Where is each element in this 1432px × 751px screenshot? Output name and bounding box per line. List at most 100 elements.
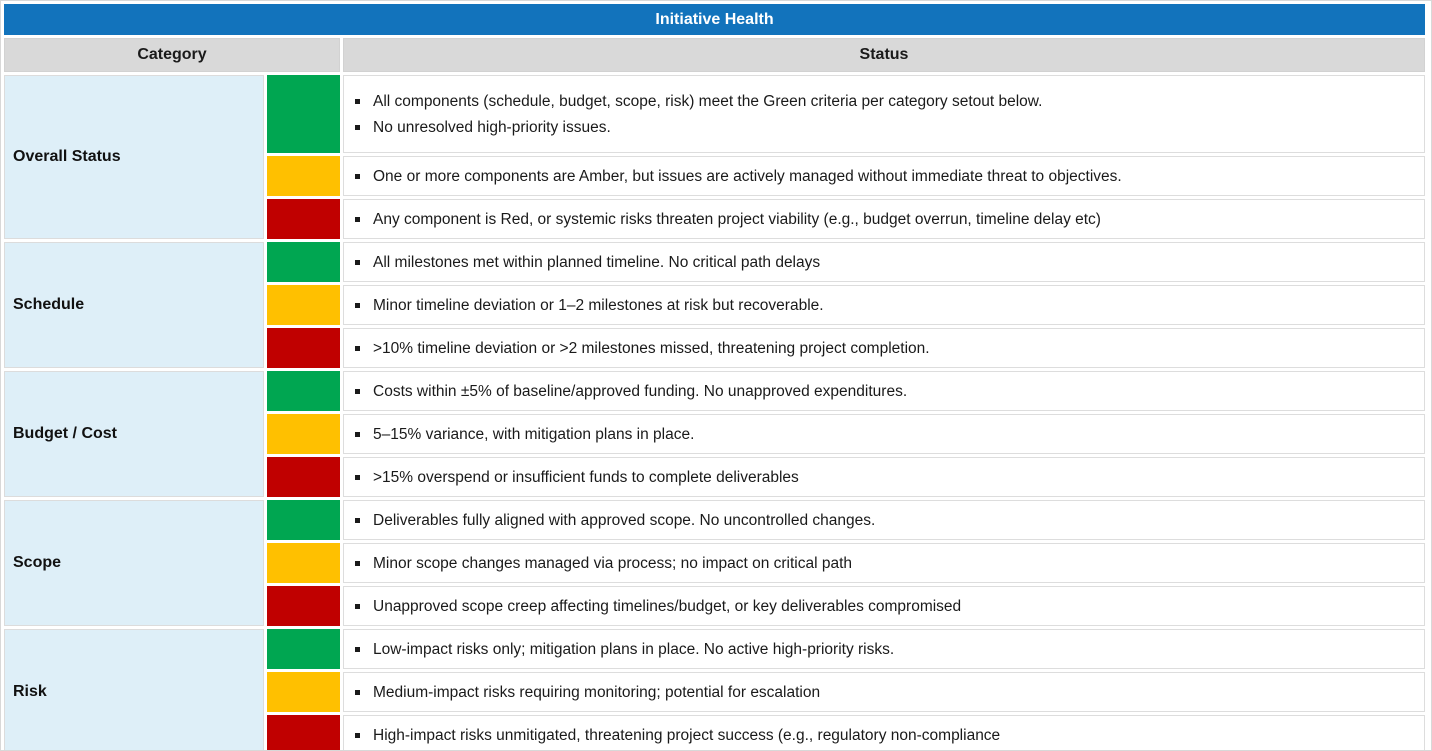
status-cell: Medium-impact risks requiring monitoring… bbox=[343, 672, 1426, 712]
status-bullet-line: >15% overspend or insufficient funds to … bbox=[353, 468, 1416, 487]
red-status-swatch bbox=[267, 586, 340, 626]
bullet-icon bbox=[355, 560, 360, 566]
table-row: Any component is Red, or systemic risks … bbox=[4, 199, 1426, 239]
bullet-icon bbox=[355, 124, 360, 130]
status-text: High-impact risks unmitigated, threateni… bbox=[373, 726, 1001, 744]
bullet-icon bbox=[355, 732, 360, 738]
bullet-icon bbox=[355, 646, 360, 652]
bullet-icon bbox=[355, 388, 360, 394]
status-text: All milestones met within planned timeli… bbox=[373, 253, 821, 271]
table-row: One or more components are Amber, but is… bbox=[4, 156, 1426, 196]
table-row: >10% timeline deviation or >2 milestones… bbox=[4, 328, 1426, 368]
table-row: Scope Deliverables fully aligned with app… bbox=[4, 500, 1426, 626]
status-cell: >15% overspend or insufficient funds to … bbox=[343, 457, 1426, 497]
status-text: Costs within ±5% of baseline/approved fu… bbox=[373, 382, 908, 400]
status-text: Low-impact risks only; mitigation plans … bbox=[373, 640, 895, 658]
page-title: Initiative Health bbox=[4, 4, 1426, 35]
status-cell: One or more components are Amber, but is… bbox=[343, 156, 1426, 196]
status-cell: 5–15% variance, with mitigation plans in… bbox=[343, 414, 1426, 454]
status-text: Deliverables fully aligned with approved… bbox=[373, 511, 876, 529]
status-bullet-line: Any component is Red, or systemic risks … bbox=[353, 210, 1416, 229]
status-bullet-line: High-impact risks unmitigated, threateni… bbox=[353, 726, 1416, 745]
status-bullet-line: All components (schedule, budget, scope,… bbox=[353, 92, 1416, 111]
header-row: Category Status bbox=[4, 38, 1426, 72]
table-row: Schedule All milestones met within planne… bbox=[4, 242, 1426, 368]
status-text: All components (schedule, budget, scope,… bbox=[373, 92, 1043, 110]
status-text: >15% overspend or insufficient funds to … bbox=[373, 468, 799, 486]
red-status-swatch bbox=[267, 199, 340, 239]
status-bullet-line: Minor scope changes managed via process;… bbox=[353, 554, 1416, 573]
bullet-icon bbox=[355, 517, 360, 523]
green-status-swatch bbox=[267, 629, 340, 669]
red-status-swatch bbox=[267, 715, 340, 750]
status-cell: Costs within ±5% of baseline/approved fu… bbox=[343, 371, 1426, 411]
bullet-icon bbox=[355, 302, 360, 308]
title-row: Initiative Health bbox=[4, 4, 1426, 35]
status-cell: Any component is Red, or systemic risks … bbox=[343, 199, 1426, 239]
bullet-icon bbox=[355, 603, 360, 609]
table-row: Risk Low-impact risks only; mitigation pl… bbox=[4, 629, 1426, 750]
category-cell: Budget / Cost bbox=[4, 371, 264, 497]
status-bullet-line: Costs within ±5% of baseline/approved fu… bbox=[353, 382, 1416, 401]
status-text: Any component is Red, or systemic risks … bbox=[373, 210, 1101, 228]
green-status-swatch bbox=[267, 500, 340, 540]
table-row: High-impact risks unmitigated, threateni… bbox=[4, 715, 1426, 750]
bullet-icon bbox=[355, 345, 360, 351]
category-cell: Overall Status bbox=[4, 75, 264, 239]
status-text: Minor scope changes managed via process;… bbox=[373, 554, 853, 572]
table-row: 5–15% variance, with mitigation plans in… bbox=[4, 414, 1426, 454]
bullet-icon bbox=[355, 431, 360, 437]
bullet-icon bbox=[355, 689, 360, 695]
status-cell: All milestones met within planned timeli… bbox=[343, 242, 1426, 282]
green-status-swatch bbox=[267, 75, 340, 153]
status-bullet-line: Unapproved scope creep affecting timelin… bbox=[353, 597, 1416, 616]
status-column-header: Status bbox=[343, 38, 1426, 72]
category-cell: Risk bbox=[4, 629, 264, 750]
status-cell: Deliverables fully aligned with approved… bbox=[343, 500, 1426, 540]
status-bullet-line: All milestones met within planned timeli… bbox=[353, 253, 1416, 272]
green-status-swatch bbox=[267, 242, 340, 282]
category-cell: Scope bbox=[4, 500, 264, 626]
status-text: Minor timeline deviation or 1–2 mileston… bbox=[373, 296, 824, 314]
status-cell: Minor timeline deviation or 1–2 mileston… bbox=[343, 285, 1426, 325]
category-cell: Schedule bbox=[4, 242, 264, 368]
status-bullet-line: 5–15% variance, with mitigation plans in… bbox=[353, 425, 1416, 444]
status-text: Unapproved scope creep affecting timelin… bbox=[373, 597, 962, 615]
status-bullet-line: Minor timeline deviation or 1–2 mileston… bbox=[353, 296, 1416, 315]
table-row: Minor timeline deviation or 1–2 mileston… bbox=[4, 285, 1426, 325]
amber-status-swatch bbox=[267, 156, 340, 196]
status-cell: High-impact risks unmitigated, threateni… bbox=[343, 715, 1426, 750]
status-bullet-line: >10% timeline deviation or >2 milestones… bbox=[353, 339, 1416, 358]
amber-status-swatch bbox=[267, 414, 340, 454]
bullet-icon bbox=[355, 474, 360, 480]
red-status-swatch bbox=[267, 328, 340, 368]
status-bullet-line: Deliverables fully aligned with approved… bbox=[353, 511, 1416, 530]
health-table-body: Initiative Health Category Status Overal… bbox=[4, 4, 1426, 750]
status-text: One or more components are Amber, but is… bbox=[373, 167, 1122, 185]
status-bullet-line: Medium-impact risks requiring monitoring… bbox=[353, 683, 1416, 702]
amber-status-swatch bbox=[267, 543, 340, 583]
status-text: 5–15% variance, with mitigation plans in… bbox=[373, 425, 695, 443]
bullet-icon bbox=[355, 216, 360, 222]
category-column-header: Category bbox=[4, 38, 340, 72]
status-bullet-line: Low-impact risks only; mitigation plans … bbox=[353, 640, 1416, 659]
status-text: No unresolved high-priority issues. bbox=[373, 118, 611, 136]
status-cell: Low-impact risks only; mitigation plans … bbox=[343, 629, 1426, 669]
status-text: Medium-impact risks requiring monitoring… bbox=[373, 683, 821, 701]
status-bullet-line: No unresolved high-priority issues. bbox=[353, 118, 1416, 137]
table-row: Medium-impact risks requiring monitoring… bbox=[4, 672, 1426, 712]
status-cell: Minor scope changes managed via process;… bbox=[343, 543, 1426, 583]
table-row: Overall Status All components (schedule, … bbox=[4, 75, 1426, 239]
table-row: Unapproved scope creep affecting timelin… bbox=[4, 586, 1426, 626]
table-row: >15% overspend or insufficient funds to … bbox=[4, 457, 1426, 497]
status-cell: All components (schedule, budget, scope,… bbox=[343, 75, 1426, 153]
status-bullet-line: One or more components are Amber, but is… bbox=[353, 167, 1416, 186]
table-row: Budget / Cost Costs within ±5% of baselin… bbox=[4, 371, 1426, 497]
table-row: Minor scope changes managed via process;… bbox=[4, 543, 1426, 583]
status-cell: Unapproved scope creep affecting timelin… bbox=[343, 586, 1426, 626]
amber-status-swatch bbox=[267, 672, 340, 712]
bullet-icon bbox=[355, 173, 360, 179]
status-text: >10% timeline deviation or >2 milestones… bbox=[373, 339, 930, 357]
bullet-icon bbox=[355, 259, 360, 265]
